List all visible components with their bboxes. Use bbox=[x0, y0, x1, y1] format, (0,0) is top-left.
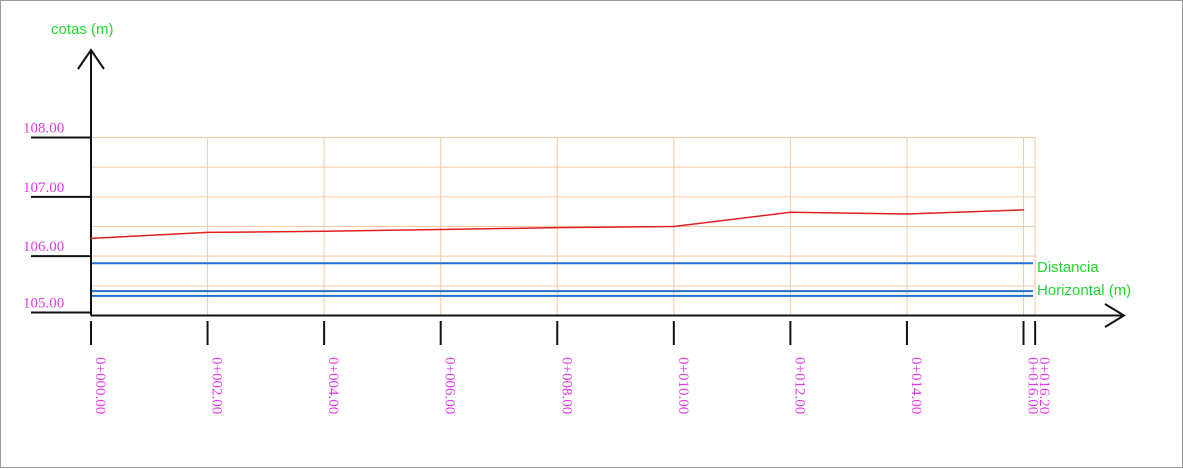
reference-lines bbox=[91, 262, 1033, 297]
data-point bbox=[906, 213, 908, 215]
data-point bbox=[206, 231, 209, 234]
y-tick-label: 107.00 bbox=[23, 180, 64, 196]
data-point bbox=[789, 211, 792, 214]
x-tick-label: 0+000.00 bbox=[92, 357, 108, 414]
y-tick-label: 106.00 bbox=[23, 239, 64, 255]
x-tick-label: 0+016.20 bbox=[1036, 357, 1052, 414]
axes bbox=[31, 48, 1126, 345]
x-tick-label: 0+010.00 bbox=[675, 357, 691, 414]
y-axis-label: cotas (m) bbox=[51, 21, 114, 38]
data-point bbox=[90, 237, 92, 240]
x-tick-label: 0+012.00 bbox=[791, 357, 807, 414]
x-axis-label-line2: Horizontal (m) bbox=[1037, 282, 1131, 299]
x-tick-label: 0+002.00 bbox=[209, 357, 225, 414]
data-point bbox=[439, 228, 442, 231]
grid bbox=[91, 137, 1036, 316]
data-point bbox=[1022, 209, 1025, 211]
labels: cotas (m) Distancia Horizontal (m) 105.0… bbox=[23, 21, 1131, 414]
data-point bbox=[323, 230, 325, 233]
y-tick-label: 105.00 bbox=[23, 296, 64, 312]
x-axis-label-line1: Distancia bbox=[1037, 259, 1099, 276]
data-point bbox=[556, 226, 559, 229]
x-tick-label: 0+016.00 bbox=[1025, 357, 1041, 414]
x-tick-label: 0+008.00 bbox=[558, 357, 574, 414]
y-tick-label: 108.00 bbox=[23, 121, 64, 137]
x-tick-label: 0+006.00 bbox=[442, 357, 458, 414]
x-tick-label: 0+014.00 bbox=[908, 357, 924, 414]
y-axis-arrow bbox=[77, 48, 105, 70]
series bbox=[90, 209, 1025, 240]
x-tick-label: 0+004.00 bbox=[325, 357, 341, 414]
x-axis-arrow bbox=[1104, 303, 1126, 328]
data-point bbox=[673, 225, 675, 228]
